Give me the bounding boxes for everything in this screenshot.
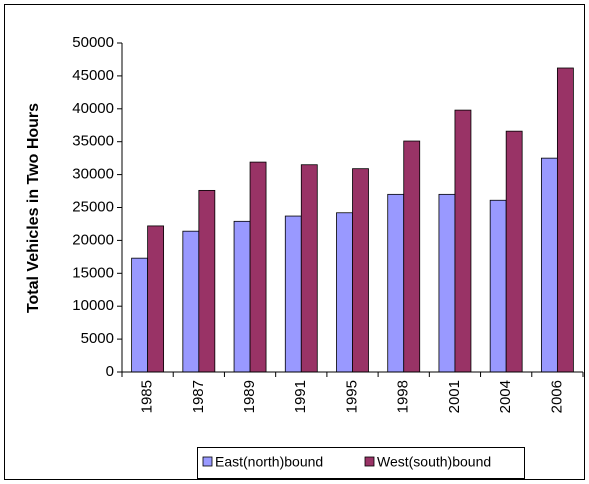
x-tick-label: 1985 [139,380,156,413]
x-tick-label: 2001 [446,380,463,413]
bar [489,199,507,373]
legend-label: West(south)bound [377,454,491,470]
bar [182,230,200,373]
y-tick-label: 20000 [72,231,114,248]
y-axis-title: Total Vehicles in Two Hours [25,103,42,313]
x-tick-label: 2006 [548,380,565,413]
y-tick-label: 0 [106,363,114,380]
bar [336,212,353,373]
y-tick-label: 45000 [72,67,114,84]
y-tick-label: 10000 [72,297,114,314]
bar [352,168,369,373]
bar [284,215,302,373]
bar [454,109,472,373]
bar [198,189,216,373]
legend-box [197,447,525,479]
legend-swatch [202,456,213,467]
y-tick-label: 40000 [72,100,114,117]
y-tick-label: 5000 [81,330,114,347]
bar [147,225,165,373]
y-tick-label: 25000 [72,198,114,215]
x-tick-label: 1987 [190,380,207,413]
x-tick-label: 1991 [292,380,309,413]
bar [233,220,251,373]
bar [505,130,523,373]
bar [540,157,558,373]
y-tick-label: 15000 [72,264,114,281]
bar [556,67,574,373]
bar [387,193,405,373]
bar [131,257,149,373]
x-tick-label: 1989 [241,380,258,413]
bar [438,193,456,373]
x-tick-label: 1998 [395,380,412,413]
bar [249,161,267,373]
legend-swatch [364,456,375,467]
bar [403,140,421,373]
x-tick-label: 1995 [343,380,360,413]
y-tick-label: 35000 [72,133,114,150]
bar [300,164,318,373]
x-tick-label: 2004 [497,380,514,413]
y-tick-label: 50000 [72,34,114,51]
y-tick-label: 30000 [72,166,114,183]
legend-label: East(north)bound [215,454,323,470]
